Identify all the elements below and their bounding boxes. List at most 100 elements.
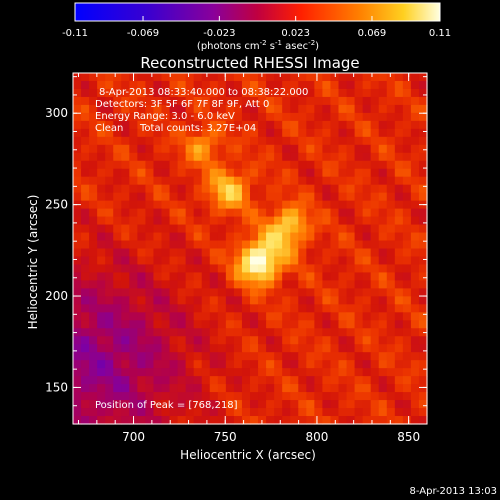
heatmap-cell bbox=[193, 416, 203, 425]
heatmap-cell bbox=[185, 336, 195, 345]
heatmap-cell bbox=[330, 312, 340, 321]
heatmap-cell bbox=[306, 160, 315, 170]
heatmap-cell bbox=[169, 152, 179, 162]
heatmap-cell bbox=[394, 128, 404, 138]
heatmap-cell bbox=[105, 184, 114, 194]
heatmap-cell bbox=[161, 392, 171, 401]
heatmap-cell bbox=[298, 344, 307, 353]
heatmap-cell bbox=[137, 136, 147, 146]
heatmap-cell bbox=[89, 224, 98, 234]
heatmap-cell bbox=[314, 73, 324, 82]
heatmap-cell bbox=[338, 80, 348, 90]
heatmap-cell bbox=[266, 112, 275, 122]
heatmap-cell bbox=[185, 368, 195, 377]
heatmap-cell bbox=[97, 136, 106, 146]
heatmap-cell bbox=[338, 160, 348, 170]
heatmap-cell bbox=[290, 416, 299, 425]
heatmap-cell bbox=[258, 144, 267, 154]
heatmap-cell bbox=[89, 152, 98, 162]
heatmap-cell bbox=[298, 312, 307, 321]
heatmap-cell bbox=[209, 264, 219, 274]
heatmap-cell bbox=[386, 200, 396, 210]
heatmap-cell bbox=[137, 112, 147, 122]
heatmap-cell bbox=[378, 216, 388, 226]
heatmap-cell bbox=[97, 368, 106, 377]
heatmap-cell bbox=[274, 416, 283, 425]
heatmap-cell bbox=[338, 104, 348, 114]
heatmap-cell bbox=[169, 400, 179, 409]
heatmap-cell bbox=[97, 400, 106, 409]
heatmap-cell bbox=[338, 312, 348, 321]
heatmap-cell bbox=[217, 392, 227, 401]
heatmap-cell bbox=[121, 168, 130, 178]
detectors-label: Detectors: 3F 5F 6F 7F 8F 9F, Att 0 bbox=[95, 99, 269, 110]
heatmap-cell bbox=[370, 216, 380, 226]
heatmap-cell bbox=[274, 224, 283, 234]
heatmap-cell bbox=[306, 360, 315, 369]
heatmap-cell bbox=[129, 408, 138, 417]
heatmap-cell bbox=[105, 312, 114, 321]
heatmap-cell bbox=[306, 296, 315, 305]
heatmap-cell bbox=[282, 112, 291, 122]
heatmap-cell bbox=[274, 368, 283, 377]
heatmap-cell bbox=[370, 344, 380, 353]
heatmap-cell bbox=[306, 336, 315, 345]
heatmap-cell bbox=[81, 208, 90, 218]
heatmap-cell bbox=[217, 400, 227, 409]
heatmap-cell bbox=[314, 112, 324, 122]
heatmap-cell bbox=[73, 104, 82, 114]
heatmap-cell bbox=[362, 384, 372, 393]
heatmap-cell bbox=[330, 376, 340, 385]
heatmap-cell bbox=[233, 248, 243, 258]
heatmap-cell bbox=[354, 160, 364, 170]
heatmap-cell bbox=[282, 328, 291, 337]
heatmap-cell bbox=[73, 288, 82, 297]
heatmap-cell bbox=[145, 152, 155, 162]
heatmap-cell bbox=[89, 80, 98, 90]
heatmap-cell bbox=[346, 152, 356, 162]
heatmap-cell bbox=[161, 232, 171, 242]
heatmap-cell bbox=[89, 168, 98, 178]
heatmap-cell bbox=[209, 360, 219, 369]
heatmap-cell bbox=[290, 336, 299, 345]
heatmap-cell bbox=[250, 88, 259, 98]
heatmap-cell bbox=[97, 264, 106, 274]
heatmap-cell bbox=[137, 88, 147, 98]
heatmap-cell bbox=[209, 376, 219, 385]
heatmap-cell bbox=[282, 80, 291, 90]
heatmap-cell bbox=[378, 344, 388, 353]
heatmap-cell bbox=[161, 344, 171, 353]
heatmap-cell bbox=[209, 312, 219, 321]
heatmap-cell bbox=[225, 200, 235, 210]
heatmap-cell bbox=[217, 208, 227, 218]
heatmap-cell bbox=[330, 272, 340, 282]
heatmap-cell bbox=[378, 376, 388, 385]
heatmap-cell bbox=[233, 392, 243, 401]
y-tick-label: 150 bbox=[45, 380, 68, 394]
heatmap-cell bbox=[314, 152, 324, 162]
heatmap-cell bbox=[209, 304, 219, 313]
heatmap-cell bbox=[346, 368, 356, 377]
heatmap-cell bbox=[330, 408, 340, 417]
heatmap-cell bbox=[177, 336, 187, 345]
heatmap-cell bbox=[153, 304, 163, 313]
heatmap-cell bbox=[73, 272, 82, 282]
heatmap-cell bbox=[145, 352, 155, 361]
heatmap-cell bbox=[137, 232, 147, 242]
heatmap-cell bbox=[225, 408, 235, 417]
heatmap-cell bbox=[129, 232, 138, 242]
heatmap-cell bbox=[113, 192, 122, 202]
heatmap-cell bbox=[121, 304, 130, 313]
heatmap-cell bbox=[241, 248, 251, 258]
heatmap-cell bbox=[362, 136, 372, 146]
heatmap-cell bbox=[113, 264, 122, 274]
heatmap-cell bbox=[402, 168, 412, 178]
heatmap-cell bbox=[81, 368, 90, 377]
heatmap-cell bbox=[233, 112, 243, 122]
heatmap-cell bbox=[137, 280, 147, 289]
heatmap-cell bbox=[402, 120, 412, 130]
heatmap-cell bbox=[201, 184, 211, 194]
heatmap-cell bbox=[193, 384, 203, 393]
heatmap-cell bbox=[193, 344, 203, 353]
